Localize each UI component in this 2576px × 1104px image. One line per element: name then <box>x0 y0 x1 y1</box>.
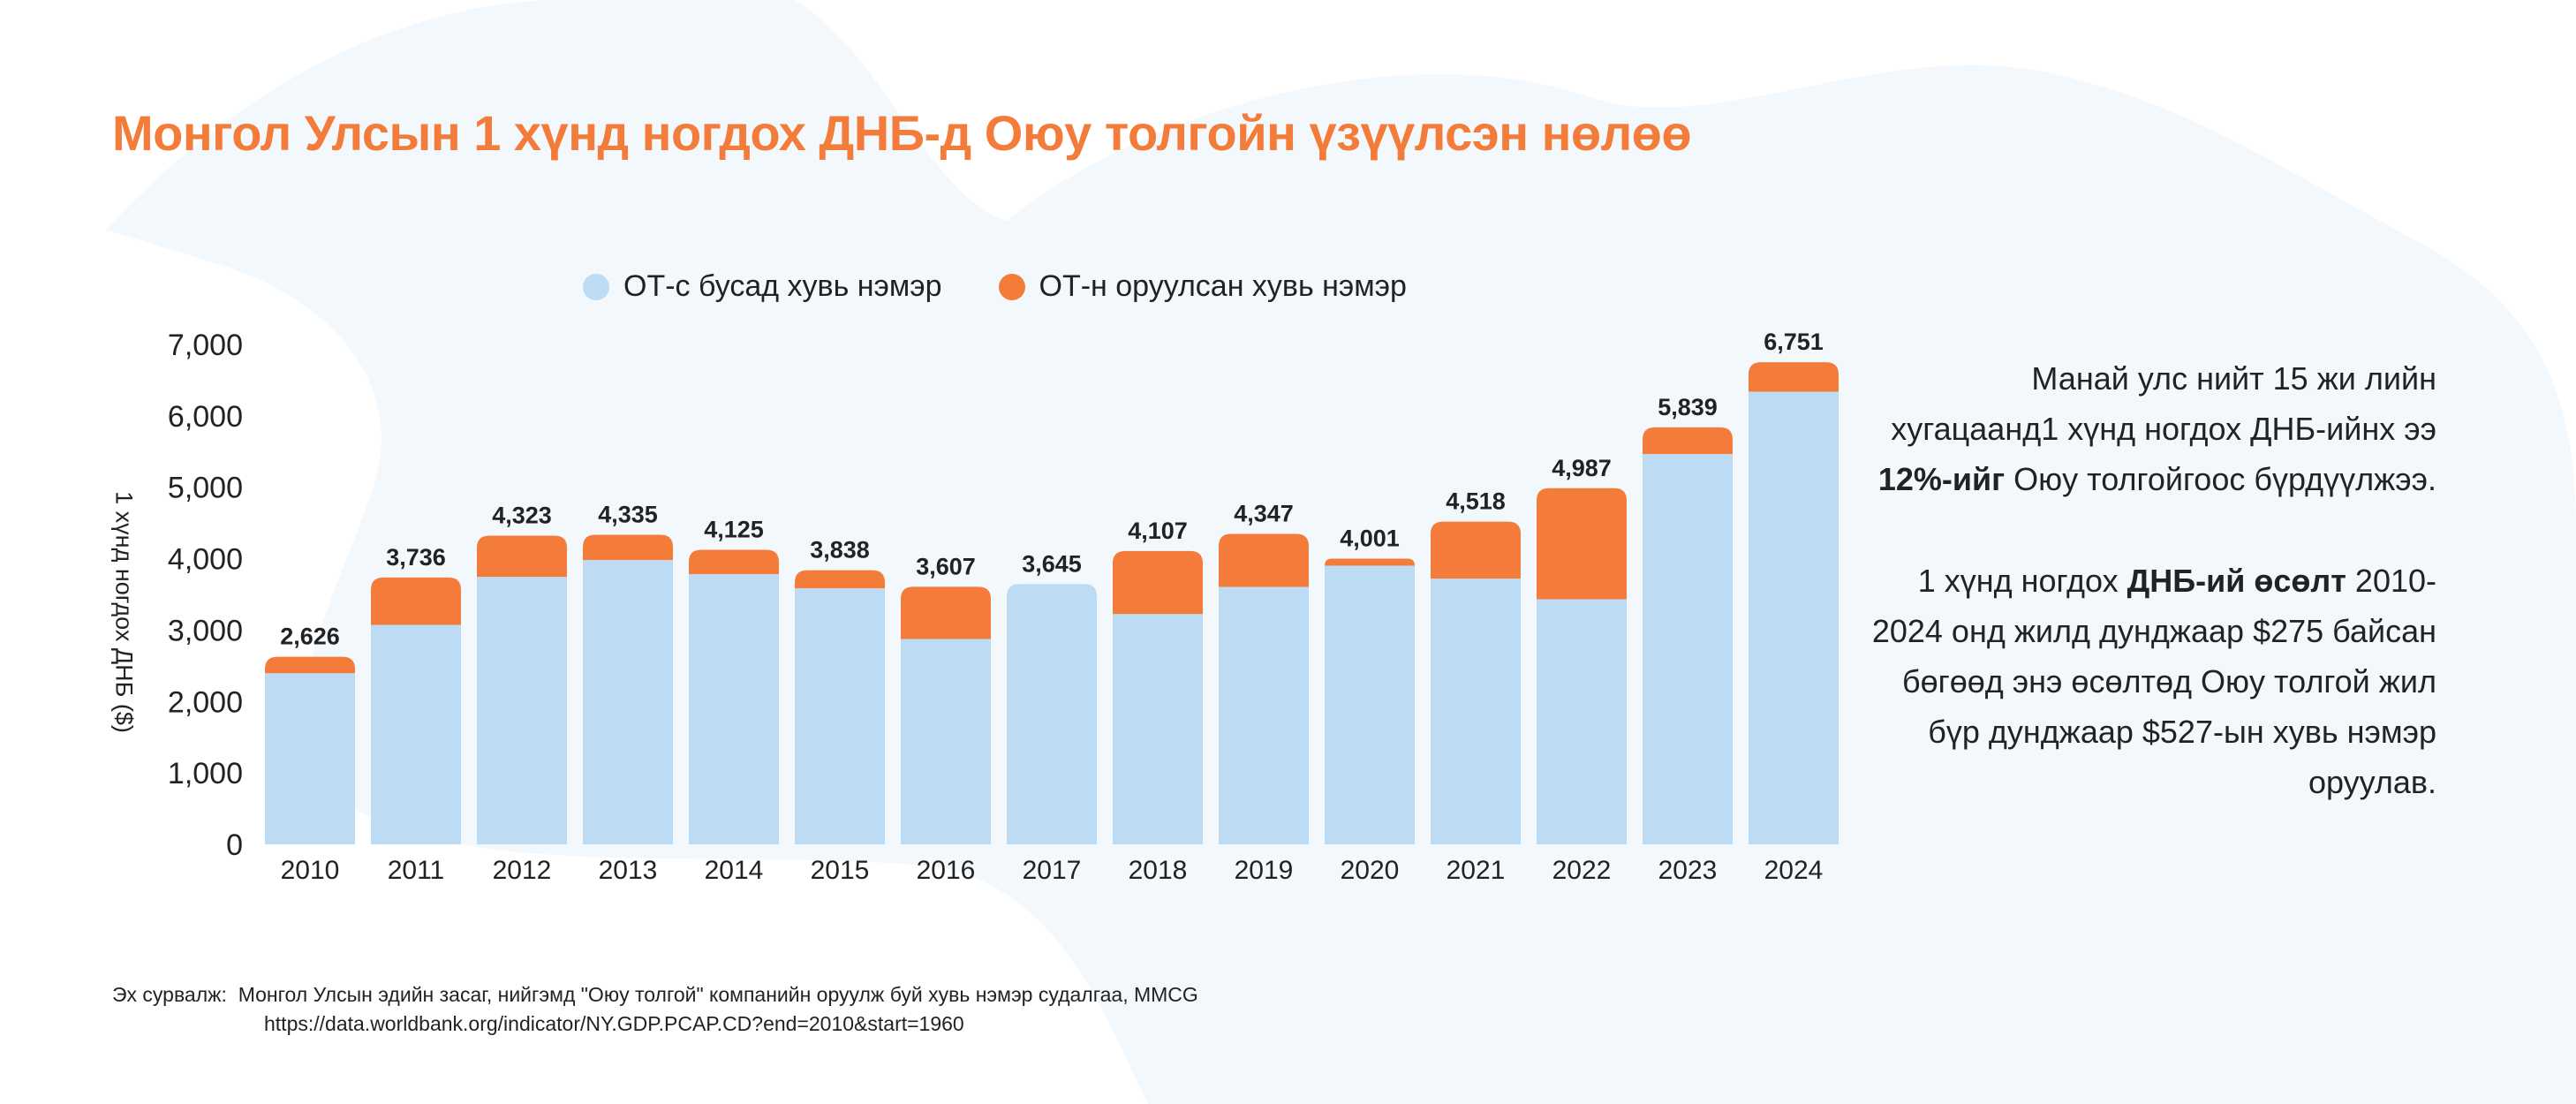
bar-segment-ot <box>1643 427 1733 455</box>
bar-total-label: 3,736 <box>386 544 446 571</box>
summary-paragraph-2: 1 хүнд ногдох ДНБ-ий өсөлт 2010-2024 онд… <box>1871 556 2436 807</box>
bar-total-label: 4,987 <box>1552 455 1612 481</box>
y-tick-label: 3,000 <box>168 614 243 647</box>
x-tick-label: 2019 <box>1235 856 1294 885</box>
bar-total-label: 2,626 <box>280 624 340 650</box>
bar-segment-ot <box>1113 550 1203 615</box>
legend-swatch-other <box>583 273 609 300</box>
x-tick-label: 2022 <box>1552 856 1612 885</box>
bar-segment-other <box>477 577 567 844</box>
side-summary: Манай улс нийт 15 жи лийн хугацаанд1 хүн… <box>1871 353 2436 858</box>
bar-segment-other <box>1219 586 1309 844</box>
bar-total-label: 4,518 <box>1446 488 1506 515</box>
x-tick-label: 2013 <box>599 856 658 885</box>
bar-segment-ot <box>371 577 461 625</box>
x-tick-label: 2020 <box>1341 856 1400 885</box>
bar-segment-other <box>689 574 779 844</box>
summary-text: 1 хүнд ногдох <box>1917 563 2127 599</box>
bar-segment-ot <box>1431 521 1521 579</box>
x-tick-label: 2023 <box>1658 856 1718 885</box>
bar-total-label: 3,838 <box>810 537 870 563</box>
legend-label-ot: ОТ-н оруулсан хувь нэмэр <box>1039 269 1407 303</box>
bar-segment-ot <box>1749 362 1839 392</box>
bar-total-label: 4,323 <box>492 502 552 528</box>
bar-segment-ot <box>689 549 779 575</box>
bar-segment-other <box>901 639 991 844</box>
chart-title: Монгол Улсын 1 хүнд ногдох ДНБ-д Оюу тол… <box>112 105 1692 161</box>
x-tick-label: 2021 <box>1447 856 1506 885</box>
x-tick-label: 2010 <box>281 856 340 885</box>
x-tick-label: 2015 <box>811 856 870 885</box>
x-tick-label: 2018 <box>1129 856 1188 885</box>
bar-segment-other <box>1325 565 1415 844</box>
x-tick-label: 2016 <box>917 856 976 885</box>
summary-text: Оюу толгойгоос бүрдүүлжээ. <box>2005 461 2436 497</box>
summary-text: Манай улс нийт 15 жи лийн хугацаанд1 хүн… <box>1891 360 2436 447</box>
y-tick-label: 0 <box>226 828 243 862</box>
bar-total-label: 4,335 <box>598 501 658 527</box>
x-tick-label: 2011 <box>388 856 445 885</box>
bar-segment-other <box>1007 584 1097 844</box>
x-tick-label: 2012 <box>493 856 552 885</box>
bar-segment-ot <box>1325 558 1415 566</box>
bar-total-label: 4,001 <box>1340 525 1400 551</box>
bar-segment-other <box>1643 454 1733 844</box>
bar-total-label: 4,125 <box>704 516 764 542</box>
summary-paragraph-1: Манай улс нийт 15 жи лийн хугацаанд1 хүн… <box>1871 353 2436 504</box>
summary-highlight: ДНБ-ий өсөлт <box>2127 563 2346 599</box>
bar-segment-other <box>371 624 461 844</box>
y-tick-label: 2,000 <box>168 685 243 719</box>
y-tick-label: 7,000 <box>168 329 243 362</box>
bar-segment-ot <box>795 570 885 589</box>
legend-label-other: ОТ-с бусад хувь нэмэр <box>623 269 942 303</box>
bar-segment-other <box>583 560 673 844</box>
bar-segment-ot <box>265 656 355 674</box>
x-tick-label: 2014 <box>705 856 764 885</box>
bar-total-label: 6,751 <box>1764 329 1824 355</box>
bar-segment-ot <box>1537 488 1627 600</box>
bar-total-label: 5,839 <box>1658 394 1718 420</box>
bar-segment-other <box>795 588 885 844</box>
y-tick-label: 6,000 <box>168 400 243 434</box>
bar-segment-other <box>1113 614 1203 844</box>
bar-segment-ot <box>477 535 567 578</box>
y-tick-label: 1,000 <box>168 757 243 790</box>
bar-total-label: 4,347 <box>1234 501 1294 527</box>
x-tick-label: 2017 <box>1023 856 1082 885</box>
bar-total-label: 3,607 <box>916 553 976 579</box>
y-tick-label: 4,000 <box>168 543 243 577</box>
source-label: Эх сурвалж: <box>112 983 227 1006</box>
source-note: Эх сурвалж: Монгол Улсын эдийн засаг, ни… <box>112 980 1198 1039</box>
bar-segment-other <box>1749 391 1839 845</box>
legend-item-ot: ОТ-н оруулсан хувь нэмэр <box>998 269 1407 304</box>
bar-total-label: 3,645 <box>1022 550 1082 577</box>
y-tick-label: 5,000 <box>168 472 243 505</box>
summary-text: 2010-2024 онд жилд дунджаар $275 байсан … <box>1871 563 2436 800</box>
bar-segment-other <box>1537 599 1627 844</box>
bar-segment-ot <box>901 586 991 639</box>
summary-highlight: 12%-ийг <box>1877 461 2006 497</box>
legend-swatch-ot <box>998 273 1025 300</box>
bar-segment-other <box>265 673 355 844</box>
bar-total-label: 4,107 <box>1128 518 1188 544</box>
bar-segment-ot <box>583 534 673 561</box>
legend-item-other: ОТ-с бусад хувь нэмэр <box>583 269 942 304</box>
legend: ОТ-с бусад хувь нэмэр ОТ-н оруулсан хувь… <box>583 269 1407 304</box>
source-url[interactable]: https://data.worldbank.org/indicator/NY.… <box>264 1012 964 1035</box>
source-text: Монгол Улсын эдийн засаг, нийгэмд "Оюу т… <box>238 983 1198 1006</box>
bar-segment-ot <box>1219 533 1309 587</box>
bar-segment-other <box>1431 578 1521 844</box>
x-tick-label: 2024 <box>1764 856 1824 885</box>
